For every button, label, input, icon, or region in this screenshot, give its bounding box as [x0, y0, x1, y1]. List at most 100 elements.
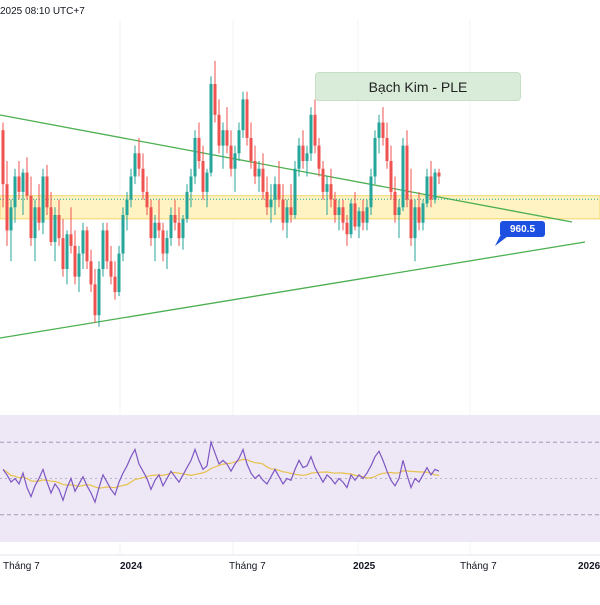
candle-body [313, 114, 317, 146]
candle-body [173, 215, 177, 223]
candle-body [377, 122, 381, 138]
candle-body [145, 191, 149, 208]
candle-body [381, 122, 385, 138]
candle-body [385, 137, 389, 162]
candle-body [141, 168, 145, 192]
candle-body [429, 176, 433, 200]
candle-body [245, 99, 249, 138]
candle-body [185, 191, 189, 219]
candle-body [149, 207, 153, 239]
candle-body [89, 261, 93, 285]
candle-body [349, 203, 353, 235]
candle-body [221, 130, 225, 146]
candle-body [93, 284, 97, 316]
candle-body [233, 153, 237, 169]
x-axis-label: 2026 [578, 561, 600, 572]
candle-body [317, 145, 321, 169]
candle-body [425, 176, 429, 204]
candle-body [413, 207, 417, 239]
candle-body [9, 207, 13, 231]
candle-body [49, 207, 53, 242]
x-axis-label: 2025 [353, 561, 376, 572]
candle-body [421, 203, 425, 223]
candle-body [197, 137, 201, 162]
candle-body [181, 218, 185, 239]
candle-body [25, 172, 29, 196]
price-tag[interactable]: 960.5 [500, 221, 545, 237]
candle-body [105, 230, 109, 262]
candle-body [73, 245, 77, 277]
x-axis-label: Tháng 7 [229, 561, 266, 572]
candle-body [329, 184, 333, 200]
candle-body [65, 234, 69, 269]
candle-body [125, 199, 129, 215]
candle-body [309, 114, 313, 154]
candle-body [21, 172, 25, 192]
candle-body [205, 172, 209, 192]
x-axis-label: Tháng 7 [3, 561, 40, 572]
candle-body [353, 203, 357, 227]
timestamp-header: 2025 08:10 UTC+7 [0, 6, 85, 17]
candle-body [157, 222, 161, 231]
upper-trendline[interactable] [0, 114, 573, 223]
candle-body [77, 253, 81, 277]
candle-body [13, 176, 17, 208]
candle-body [153, 222, 157, 239]
candle-body [397, 207, 401, 215]
candle-body [189, 176, 193, 192]
candle-body [177, 222, 181, 239]
candle-body [341, 207, 345, 223]
candle-body [69, 234, 73, 246]
candle-body [97, 268, 101, 316]
candle-body [409, 199, 413, 239]
candle-body [1, 130, 5, 185]
candles-group [1, 60, 441, 327]
candle-body [241, 99, 245, 131]
candle-body [369, 176, 373, 208]
candle-body [293, 168, 297, 215]
candle-body [113, 276, 117, 293]
x-axis-label: Tháng 7 [460, 561, 497, 572]
candle-body [261, 168, 265, 192]
candle-body [45, 176, 49, 208]
candle-body [101, 230, 105, 269]
chart-title-label[interactable]: Bạch Kim - PLE [315, 72, 521, 101]
candle-body [269, 199, 273, 208]
candle-body [161, 230, 165, 254]
candle-body [433, 172, 437, 200]
candle-body [5, 184, 9, 231]
candle-body [57, 215, 61, 239]
candle-body [405, 145, 409, 200]
candle-body [109, 261, 113, 277]
x-axis-label: 2024 [120, 561, 143, 572]
rsi-line [2, 439, 440, 504]
candle-body [121, 215, 125, 254]
candle-body [325, 184, 329, 192]
candle-body [165, 238, 169, 254]
candle-body [41, 176, 45, 223]
candle-body [373, 137, 377, 177]
candle-body [393, 191, 397, 215]
candle-body [53, 215, 57, 242]
candle-body [365, 207, 369, 223]
candle-body [85, 230, 89, 262]
candle-body [137, 153, 141, 169]
candle-body [225, 130, 229, 146]
candle-body [253, 161, 257, 177]
candle-body [337, 207, 341, 215]
rsi-ma-line [2, 458, 440, 489]
candle-body [345, 222, 349, 235]
candle-body [17, 176, 21, 192]
candle-body [81, 230, 85, 254]
candle-body [357, 211, 361, 227]
candle-body [437, 172, 441, 177]
candle-body [285, 207, 289, 223]
candle-body [401, 145, 405, 208]
rsi-bands [0, 441, 600, 516]
candle-body [265, 191, 269, 208]
candle-body [249, 137, 253, 162]
lower-trendline[interactable] [0, 241, 586, 339]
price-tag-pointer [495, 236, 508, 246]
candle-body [133, 153, 137, 177]
